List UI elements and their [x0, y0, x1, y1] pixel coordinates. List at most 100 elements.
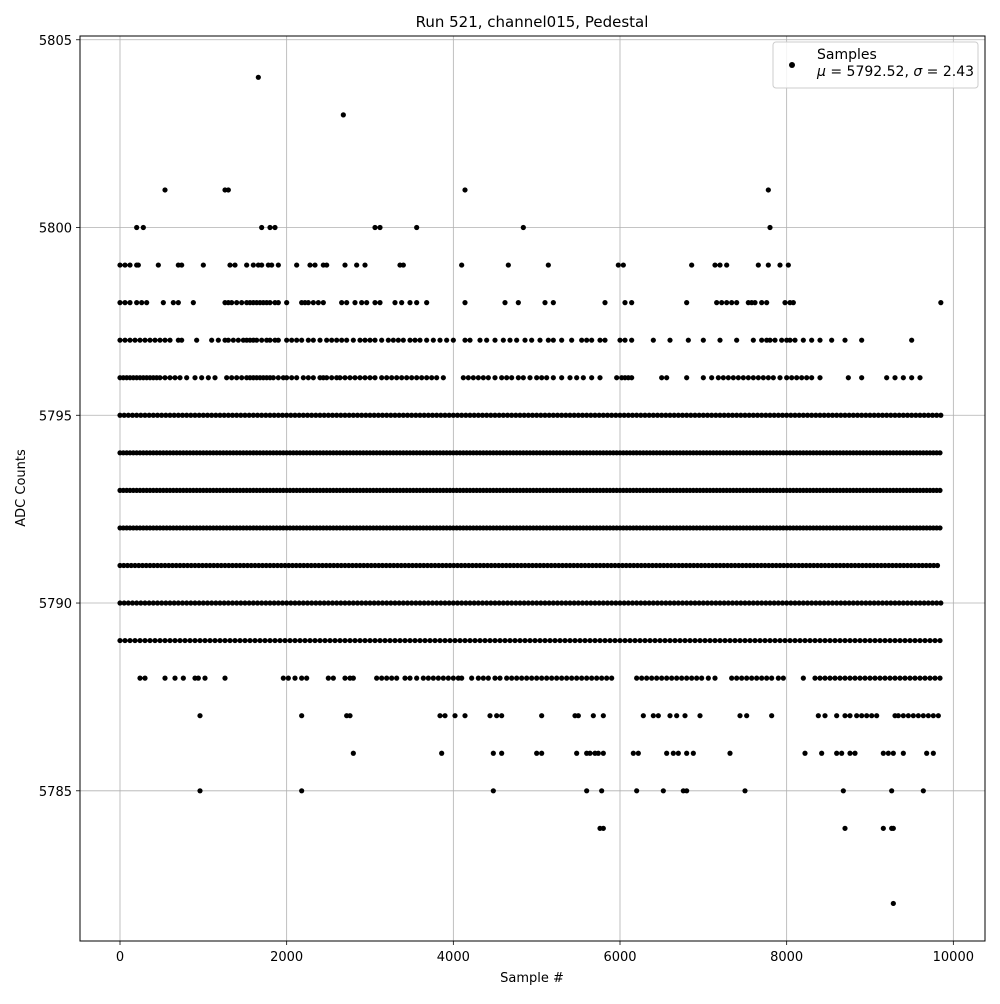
data-point — [584, 600, 590, 606]
data-point — [331, 562, 337, 569]
data-point — [592, 600, 598, 606]
data-point — [205, 375, 211, 381]
data-point — [779, 600, 786, 606]
data-point — [520, 224, 526, 231]
data-point — [203, 562, 209, 569]
data-point — [162, 562, 168, 569]
x-axis-label: Sample # — [500, 971, 564, 986]
data-point — [567, 637, 573, 644]
data-point — [212, 375, 218, 381]
data-point — [384, 375, 390, 381]
data-point — [352, 637, 358, 644]
data-point — [544, 375, 550, 381]
data-point — [392, 600, 398, 606]
data-point — [334, 412, 340, 418]
data-point — [462, 300, 468, 306]
data-point — [852, 562, 858, 569]
data-point — [833, 562, 839, 569]
data-point — [152, 637, 158, 644]
data-point — [789, 375, 795, 381]
data-point — [509, 412, 515, 418]
data-point — [784, 412, 790, 418]
y-tick-label: 5795 — [39, 409, 72, 424]
data-point — [117, 337, 123, 343]
data-point — [346, 562, 352, 569]
data-point — [267, 637, 273, 644]
data-point — [746, 600, 752, 606]
data-point — [554, 600, 561, 606]
data-point — [854, 713, 860, 719]
data-point — [457, 637, 463, 644]
data-point — [484, 337, 490, 343]
data-point — [479, 412, 486, 418]
data-point — [770, 375, 776, 381]
data-point — [502, 300, 508, 306]
data-point — [604, 412, 611, 418]
data-point — [919, 562, 926, 569]
data-point — [442, 713, 448, 719]
data-point — [225, 337, 231, 343]
data-point — [248, 562, 254, 569]
data-point — [784, 375, 790, 381]
data-point — [890, 750, 896, 756]
data-point — [775, 412, 781, 418]
data-point — [927, 562, 933, 569]
data-point — [777, 562, 783, 569]
data-point — [800, 600, 806, 606]
data-point — [520, 375, 526, 381]
data-point — [192, 375, 198, 381]
data-point — [182, 637, 188, 644]
x-tick-label: 0 — [116, 950, 124, 965]
data-point — [330, 675, 336, 681]
data-point — [563, 412, 569, 418]
data-point — [700, 337, 706, 343]
data-point — [759, 675, 765, 681]
data-point — [188, 600, 194, 606]
data-point — [184, 412, 190, 418]
data-point — [788, 600, 794, 606]
data-point — [235, 337, 241, 343]
data-point — [225, 187, 231, 193]
data-point — [667, 337, 673, 343]
data-point — [404, 600, 411, 606]
data-point — [413, 562, 419, 569]
data-point — [514, 337, 520, 343]
plot-frame — [79, 35, 986, 942]
data-point — [715, 375, 721, 381]
data-point — [601, 562, 607, 569]
data-point — [162, 187, 168, 193]
data-point — [837, 675, 843, 681]
data-point — [294, 375, 300, 381]
data-point — [324, 375, 330, 381]
data-point — [398, 562, 404, 569]
data-point — [263, 600, 269, 606]
data-point — [780, 675, 786, 681]
data-point — [282, 637, 288, 644]
data-point — [925, 412, 931, 418]
data-point — [213, 412, 219, 418]
data-point — [589, 562, 596, 569]
data-point — [629, 412, 636, 418]
data-point — [640, 713, 646, 719]
data-point — [882, 675, 888, 681]
data-point — [466, 562, 472, 569]
data-point — [809, 337, 815, 343]
data-point — [734, 412, 740, 418]
data-point — [802, 750, 808, 756]
data-point — [227, 637, 233, 644]
data-point — [867, 412, 873, 418]
data-point — [481, 562, 487, 569]
data-point — [304, 562, 311, 569]
data-point — [399, 375, 405, 381]
data-point — [329, 600, 336, 606]
data-point — [668, 562, 674, 569]
data-point — [675, 600, 681, 606]
data-point — [305, 375, 311, 381]
data-point — [503, 562, 509, 569]
data-point — [743, 562, 749, 569]
data-point — [879, 412, 886, 418]
data-point — [230, 337, 236, 343]
data-point — [475, 675, 481, 681]
data-point — [162, 637, 168, 644]
